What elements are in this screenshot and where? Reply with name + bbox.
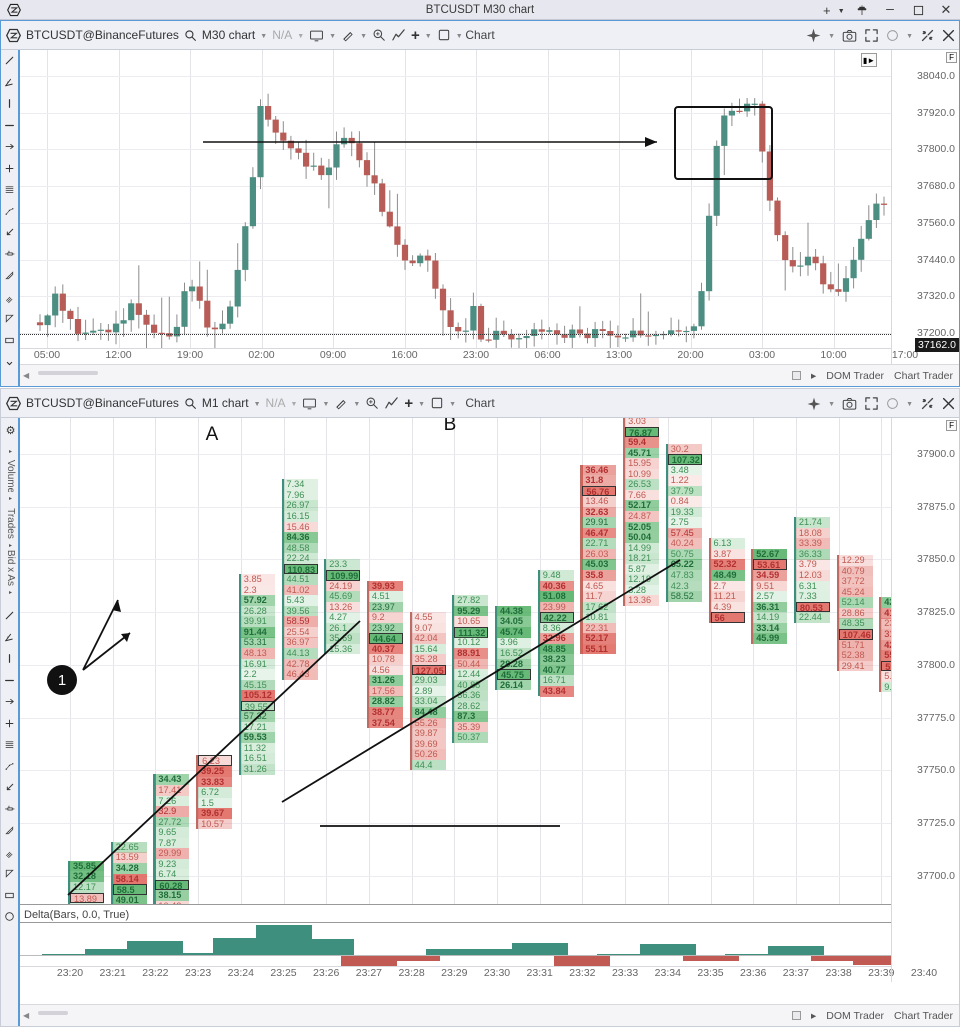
svg-text:B: B <box>444 418 457 435</box>
svg-text:A: A <box>206 424 219 445</box>
svg-text:1: 1 <box>58 672 66 689</box>
